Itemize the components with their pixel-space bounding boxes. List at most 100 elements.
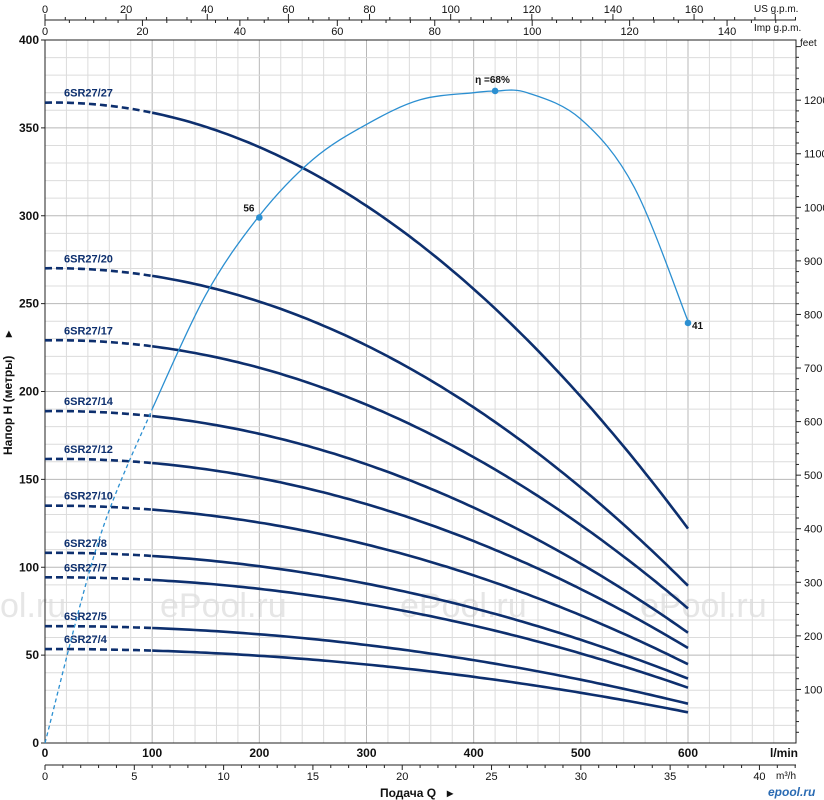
y-tick-label: 0 [32, 736, 39, 750]
x-tick-label-lmin: 300 [356, 746, 376, 760]
y-tick-label: 150 [19, 472, 39, 486]
y-right-tick-label: 500 [804, 470, 822, 482]
head-curve-dashed [45, 504, 153, 511]
top-us-tick-label: 160 [685, 4, 703, 16]
watermark-text: ePool.ru [160, 587, 287, 625]
top-us-tick-label: 120 [523, 4, 541, 16]
y-tick-label: 250 [19, 297, 39, 311]
x-tick-label-lmin: 0 [42, 746, 49, 760]
top-imp-tick-label: 0 [42, 26, 48, 38]
efficiency-point-label: 41 [692, 321, 704, 332]
top-imp-tick-label: 60 [331, 26, 343, 38]
y-tick-label: 100 [19, 560, 39, 574]
x-axis-title: Подача Q [380, 786, 436, 800]
y-tick-label: 50 [26, 648, 40, 662]
head-curve-dashed [44, 457, 153, 465]
x-tick-label-lmin: 400 [464, 746, 484, 760]
watermark-text: ol.ru [0, 587, 66, 625]
grid [45, 40, 796, 743]
y-right-tick-label: 200 [804, 631, 822, 643]
y-tick-label: 350 [19, 121, 39, 135]
x-unit-lmin: l/min [770, 746, 798, 760]
efficiency-point-label: 56 [243, 204, 255, 215]
head-curve-dashed [45, 338, 153, 348]
head-curve [152, 414, 689, 634]
y-right-tick-label: 700 [804, 363, 822, 375]
top-us-tick-label: 0 [42, 4, 48, 16]
x-tick-label-m3h: 20 [396, 771, 408, 783]
efficiency-point [684, 319, 692, 327]
efficiency-point [491, 87, 499, 95]
head-curve-dashed [44, 101, 153, 114]
top-imp-tick-label: 20 [136, 26, 148, 38]
y-right-tick-label: 800 [804, 309, 822, 321]
y-axis-left: 0 50 100 150 200 250 300 350 400 [19, 33, 45, 750]
curve-label: 6SR27/5 [64, 611, 107, 623]
top-us-tick-label: 20 [120, 4, 132, 16]
top-us-tick-label: 60 [282, 4, 294, 16]
efficiency-curve-dashed [44, 408, 153, 744]
y-right-tick-label: 400 [804, 524, 822, 536]
x-tick-label-lmin: 100 [142, 746, 162, 760]
head-curve [152, 345, 689, 610]
head-curve-dashed [44, 647, 153, 652]
curve-label: 6SR27/12 [64, 444, 113, 456]
watermark-layer: ol.ru ePool.ru ePool.ru ePool.ru [0, 587, 767, 625]
y-axis-title-arrow: ▸ [1, 330, 15, 338]
y-right-tick-label: 900 [804, 256, 822, 268]
top-axis-imp-unit: Imp g.p.m. [754, 23, 801, 34]
brand-logo: epool.ru [768, 785, 816, 799]
x-tick-label-m3h: 5 [131, 771, 137, 783]
curve-label: 6SR27/10 [64, 491, 113, 503]
x-tick-label-m3h: 40 [753, 771, 765, 783]
curve-label: 6SR27/17 [64, 325, 113, 337]
head-curve-dashed [45, 551, 153, 558]
y-tick-label: 400 [19, 33, 39, 47]
efficiency-point [256, 214, 263, 221]
right-axis-unit: feet [800, 38, 817, 49]
head-curve [152, 274, 689, 587]
x-tick-label-m3h: 0 [42, 771, 48, 783]
top-us-tick-label: 40 [201, 4, 213, 16]
x-axes-bottom: 0 100 200 300 400 500 600 0 5 10 15 20 25 30 35 40 [42, 746, 796, 783]
y-tick-label: 300 [19, 209, 39, 223]
x-axis-title-arrow: ▸ [446, 786, 454, 800]
y-right-tick-label: 1100 [804, 149, 824, 161]
curve-label: 6SR27/27 [64, 88, 113, 100]
head-curve [152, 508, 689, 666]
x-tick-label-m3h: 30 [575, 771, 587, 783]
head-curve-dashed [44, 266, 153, 278]
head-curve [152, 461, 689, 650]
top-imp-tick-label: 80 [429, 26, 441, 38]
head-curve [152, 649, 689, 714]
y-axis-title: Напор H (метры) [1, 356, 15, 455]
x-tick-label-m3h: 10 [217, 771, 229, 783]
head-curve-dashed [45, 576, 153, 582]
top-imp-tick-label: 40 [234, 26, 246, 38]
y-tick-label: 200 [19, 385, 39, 399]
head-curve [152, 626, 689, 705]
x-tick-label-m3h: 35 [664, 771, 676, 783]
efficiency-point-label: η =68% [475, 75, 510, 86]
x-tick-label-m3h: 25 [485, 771, 497, 783]
curve-label: 6SR27/7 [64, 562, 107, 574]
head-curves: 6SR27/27 6SR27/20 6SR27/17 6SR27/14 6SR27/12… [44, 88, 690, 714]
y-right-tick-label: 300 [804, 577, 822, 589]
top-us-tick-label: 100 [441, 4, 459, 16]
x-tick-label-lmin: 600 [678, 746, 698, 760]
y-right-tick-label: 1000 [804, 202, 824, 214]
x-unit-m3h: m³/h [776, 771, 796, 782]
x-tick-label-lmin: 500 [571, 746, 591, 760]
y-right-tick-label: 600 [804, 417, 822, 429]
top-imp-tick-label: 120 [620, 26, 638, 38]
top-us-tick-label: 80 [363, 4, 375, 16]
head-curve-dashed [45, 624, 153, 630]
curve-label: 6SR27/4 [64, 634, 108, 646]
top-us-tick-label: 140 [604, 4, 622, 16]
head-curve [152, 554, 689, 680]
efficiency-curve-group: 56 η =68% 41 [44, 75, 704, 744]
x-tick-label-m3h: 15 [307, 771, 319, 783]
watermark-text: ePool.ru [640, 587, 767, 625]
